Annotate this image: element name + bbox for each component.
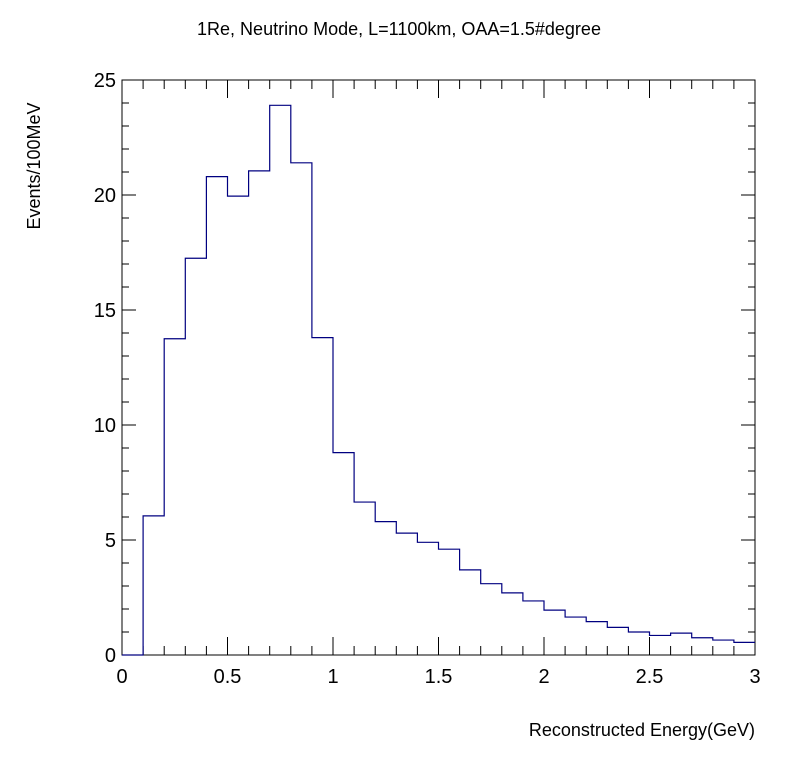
y-tick-label: 15 [94,300,116,322]
histogram-bin [565,617,586,655]
histogram-bin [354,502,375,655]
y-tick-label: 10 [94,415,116,437]
histogram-bin [671,633,692,655]
histogram-bin [586,622,607,655]
histogram-bin [607,627,628,655]
histogram-bin [502,593,523,655]
x-tick-label: 2.5 [636,666,664,688]
chart-title: 1Re, Neutrino Mode, L=1100km, OAA=1.5#de… [197,19,601,39]
x-axis-tick-labels: 0 0.5 1 1.5 2 2.5 3 [116,666,760,688]
histogram-bin [544,610,565,655]
histogram-series-line [122,104,755,656]
histogram-bin [206,177,227,655]
x-tick-label: 0 [116,666,127,688]
x-tick-label: 3 [749,666,760,688]
histogram-bin [249,171,270,655]
histogram-bins [143,105,755,655]
histogram-bin [396,533,417,655]
x-tick-label: 0.5 [214,666,242,688]
histogram-bin [650,635,671,655]
histogram-bin [164,339,185,655]
plot-frame [121,79,756,656]
y-tick-label: 5 [105,530,116,552]
histogram-bin [523,601,544,655]
histogram-bin [417,542,438,655]
x-tick-label: 1 [327,666,338,688]
y-axis-title: Events/100MeV [24,102,44,229]
histogram-bin [628,632,649,655]
histogram-bin [692,638,713,655]
x-tick-label: 1.5 [425,666,453,688]
y-tick-label: 20 [94,185,116,207]
histogram-bin [228,196,249,655]
x-axis-ticks [121,80,756,655]
histogram-bin [291,163,312,655]
histogram-bin [481,584,502,655]
y-tick-label: 0 [105,645,116,667]
y-axis-ticks [122,79,755,656]
y-axis-tick-labels: 0 5 10 15 20 25 [94,70,116,667]
x-axis-title: Reconstructed Energy(GeV) [529,720,755,740]
histogram-bin [333,453,354,655]
y-tick-label: 25 [94,70,116,92]
histogram-bin [312,338,333,655]
histogram-bin [143,516,164,655]
histogram-bin [713,640,734,655]
histogram-bin [460,570,481,655]
x-tick-label: 2 [538,666,549,688]
histogram-bin [185,258,206,655]
histogram-bin [734,642,755,655]
histogram-bin [375,522,396,655]
histogram-bin [270,105,291,655]
histogram-bin [439,549,460,655]
